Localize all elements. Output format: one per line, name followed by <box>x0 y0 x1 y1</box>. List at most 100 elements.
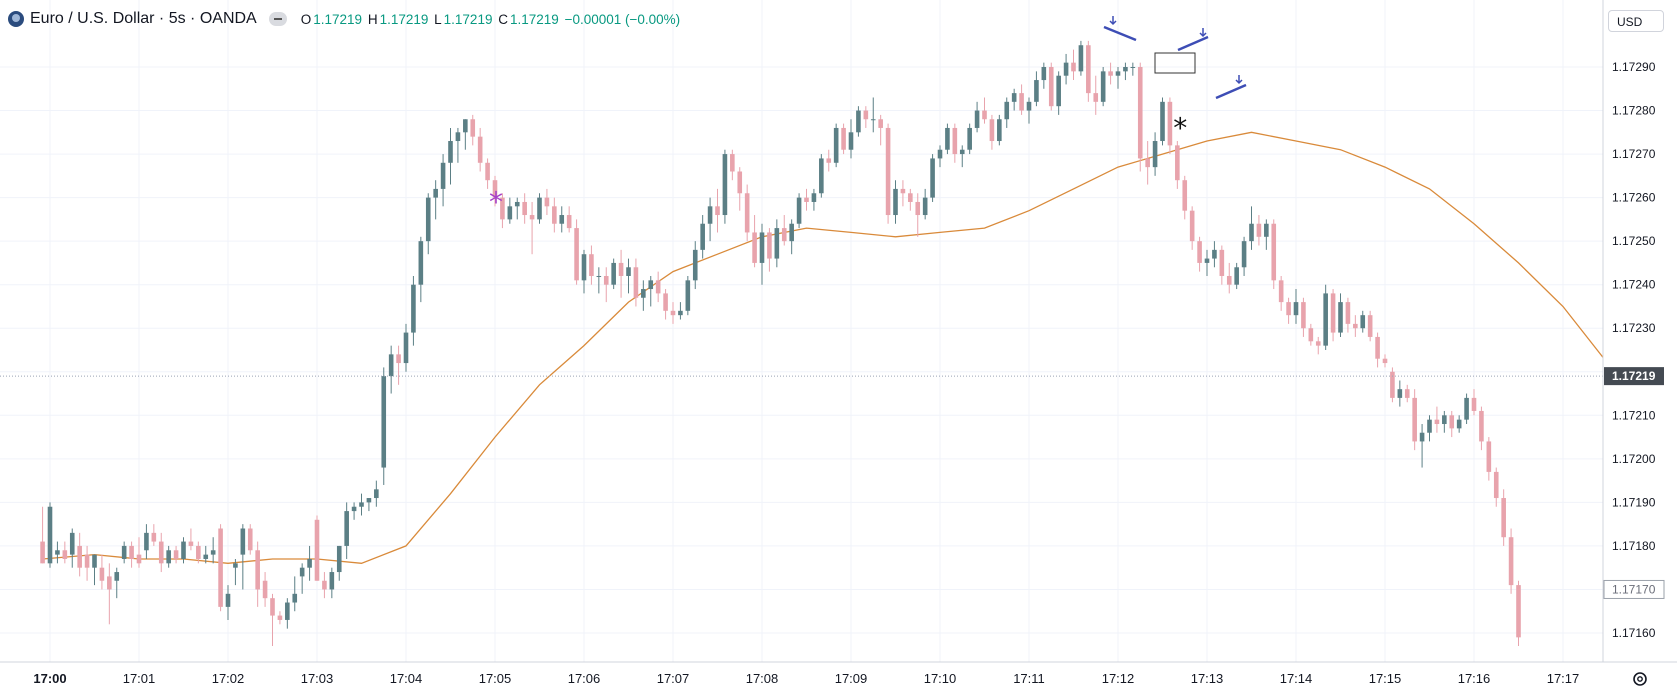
candle <box>114 567 120 599</box>
candle <box>1271 219 1277 290</box>
candle <box>1234 262 1239 290</box>
candle-body <box>196 545 201 559</box>
candle <box>1086 40 1091 102</box>
candle-body <box>1493 471 1499 499</box>
currency-selector[interactable]: USD <box>1608 10 1664 32</box>
candle <box>648 275 654 307</box>
candle-body <box>796 197 802 224</box>
open-value: 1.17219 <box>313 11 363 27</box>
candle <box>574 219 579 285</box>
candle-body <box>1508 537 1514 586</box>
candle <box>1071 49 1076 81</box>
candle <box>1293 289 1299 324</box>
candle-body <box>1286 302 1291 316</box>
candle <box>655 271 661 303</box>
candle-body <box>448 141 453 163</box>
candle <box>433 180 438 220</box>
candle <box>1167 97 1173 155</box>
candle-body <box>351 506 357 512</box>
candle-body <box>1367 315 1373 337</box>
candle <box>1286 297 1291 324</box>
candle <box>314 515 320 581</box>
candle-body <box>1427 419 1432 433</box>
candle-body <box>1056 75 1061 107</box>
candle <box>262 572 268 607</box>
candle <box>930 154 935 202</box>
candle-body <box>218 528 223 607</box>
candle <box>77 532 82 577</box>
candle <box>670 302 676 324</box>
candle <box>455 127 461 163</box>
candle <box>1219 245 1225 285</box>
candle-body <box>1086 45 1091 94</box>
candle-body <box>908 193 913 202</box>
candle <box>1486 437 1492 481</box>
time-tick-label: 17:11 <box>1013 671 1045 686</box>
candle <box>1160 97 1165 146</box>
price-tick-label: 1.17270 <box>1612 147 1656 161</box>
candle-body <box>396 354 401 364</box>
price-axis[interactable]: 1.17290 1.17280 1.17270 1.17260 1.17250 1.172… <box>1602 0 1677 697</box>
candle-body <box>255 550 260 590</box>
time-tick-label: 17:10 <box>924 671 957 686</box>
candle-body <box>225 593 231 607</box>
candle <box>959 145 965 168</box>
collapse-legend-button[interactable] <box>268 12 287 26</box>
change-value: −0.00001 (−0.00%) <box>564 11 681 27</box>
candle <box>1019 84 1024 115</box>
candle <box>92 554 97 586</box>
settings-gear-icon[interactable] <box>1633 672 1647 686</box>
candle-body <box>129 545 134 559</box>
candle <box>870 97 876 133</box>
candle <box>1479 406 1484 451</box>
candle-body <box>99 567 105 581</box>
candle <box>1204 249 1210 276</box>
candle <box>270 593 275 647</box>
candle-body <box>1293 302 1299 316</box>
candle <box>863 106 869 128</box>
candle <box>1382 354 1388 368</box>
candle-body <box>1041 67 1047 81</box>
candle <box>596 267 602 294</box>
time-axis[interactable]: 17:00 17:01 17:02 17:03 17:04 17:05 17:06 17:07… <box>0 661 1677 697</box>
candle <box>529 201 535 255</box>
candle-body <box>974 110 980 128</box>
candle-body <box>92 554 97 568</box>
candle <box>485 158 490 189</box>
candle <box>952 123 958 163</box>
time-tick-label: 17:06 <box>568 671 601 686</box>
chart-legend: Euro / U.S. Dollar · 5s · OANDA O 1.17219… <box>8 7 682 31</box>
candle-body <box>1071 62 1076 72</box>
candle-body <box>359 502 364 507</box>
candle-body <box>173 550 179 559</box>
candle-body <box>1219 249 1225 276</box>
candle-body <box>804 197 809 202</box>
candle <box>1375 332 1380 368</box>
candle <box>1026 97 1032 124</box>
candle <box>307 545 312 581</box>
candle <box>1152 132 1158 176</box>
chart-grid <box>0 0 1603 662</box>
candle-body <box>121 545 127 559</box>
candle-body <box>1338 302 1343 333</box>
candle-body <box>210 550 216 555</box>
candle-body <box>1353 323 1358 329</box>
candle-body <box>626 267 631 276</box>
candle-body <box>1160 101 1165 142</box>
candle-body <box>440 162 446 189</box>
time-tick-label: 17:17 <box>1547 671 1580 686</box>
candle <box>1493 467 1499 507</box>
candle-body <box>262 580 268 599</box>
time-tick-label: 17:08 <box>746 671 779 686</box>
candle-body <box>589 254 594 276</box>
candle <box>1175 141 1180 189</box>
time-axis-bg <box>0 662 1603 697</box>
candle <box>566 206 572 233</box>
candle-body <box>381 376 387 468</box>
candle <box>715 188 720 233</box>
candle-body <box>1026 101 1032 111</box>
candle-body <box>1390 371 1395 398</box>
price-tick-label: 1.17190 <box>1612 495 1656 509</box>
symbol-title[interactable]: Euro / U.S. Dollar · 5s · OANDA <box>30 10 257 27</box>
